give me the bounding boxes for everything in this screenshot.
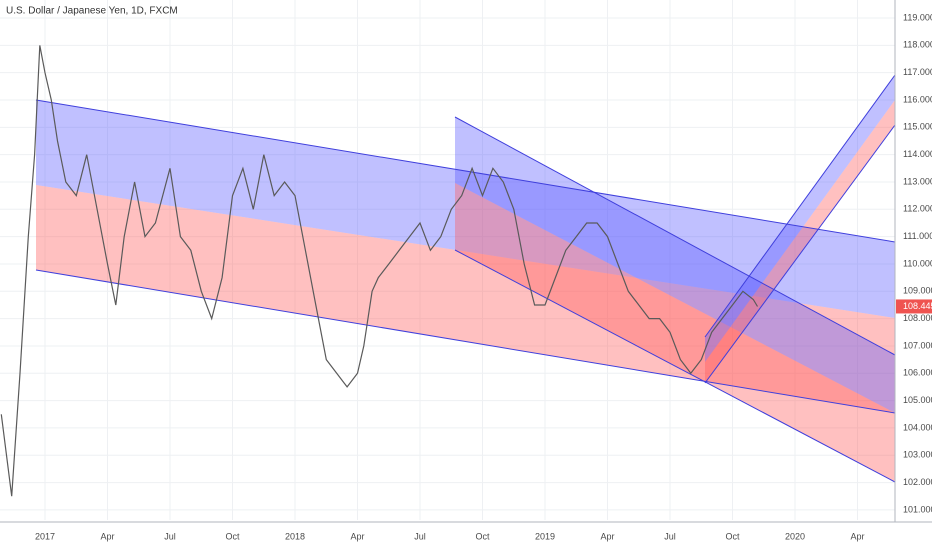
- x-tick-label: Oct: [725, 531, 740, 541]
- x-tick-label: Apr: [850, 531, 864, 541]
- channel-upper-band: [455, 117, 895, 413]
- y-tick-label: 114.000: [903, 149, 932, 159]
- x-tick-label: 2020: [785, 531, 805, 541]
- y-tick-label: 109.000: [903, 286, 932, 296]
- last-price-label: 108.445: [903, 301, 932, 311]
- y-tick-label: 105.000: [903, 395, 932, 405]
- y-tick-label: 115.000: [903, 122, 932, 132]
- channel-lower-band: [705, 100, 895, 383]
- x-tick-label: Oct: [225, 531, 240, 541]
- x-tick-label: Jul: [414, 531, 426, 541]
- x-tick-label: Oct: [475, 531, 490, 541]
- channel-lower-band: [36, 185, 895, 413]
- y-tick-label: 111.000: [903, 231, 932, 241]
- channel-line: [704, 124, 896, 384]
- y-tick-label: 110.000: [903, 258, 932, 268]
- channels: [35, 74, 896, 483]
- x-tick-label: Jul: [664, 531, 676, 541]
- chart-title: U.S. Dollar / Japanese Yen, 1D, FXCM: [6, 6, 178, 17]
- axes: 101.000 102.000 103.000 104.000 105.000 106.0…: [35, 12, 932, 541]
- last-price-marker: [896, 299, 932, 314]
- x-tick-label: Apr: [350, 531, 364, 541]
- y-tick-label: 117.000: [903, 67, 932, 77]
- time-axis: [0, 522, 932, 550]
- y-tick-label: 112.000: [903, 204, 932, 214]
- x-tick-label: Apr: [100, 531, 114, 541]
- x-tick-label: Jul: [164, 531, 176, 541]
- y-tick-label: 103.000: [903, 450, 932, 460]
- channel-lower-band: [455, 183, 895, 482]
- channel-upper-band: [705, 75, 895, 362]
- x-tick-label: 2018: [285, 531, 305, 541]
- y-tick-label: 101.000: [903, 504, 932, 514]
- y-tick-label: 118.000: [903, 40, 932, 50]
- channel-line: [35, 269, 896, 414]
- y-tick-label: 102.000: [903, 477, 932, 487]
- channel-line: [454, 116, 896, 356]
- price-series: [0, 45, 759, 497]
- x-tick-label: 2017: [35, 531, 55, 541]
- price-axis: [895, 0, 932, 550]
- channel-line: [704, 74, 896, 338]
- y-tick-label: 104.000: [903, 422, 932, 432]
- channel-line: [35, 99, 896, 243]
- y-tick-label: 116.000: [903, 94, 932, 104]
- price-line: [0, 45, 759, 497]
- y-tick-label: 108.000: [903, 313, 932, 323]
- x-tick-label: 2019: [535, 531, 555, 541]
- x-tick-label: Apr: [600, 531, 614, 541]
- grid: [0, 0, 895, 520]
- channel-upper-band: [36, 100, 895, 318]
- y-tick-label: 106.000: [903, 368, 932, 378]
- y-tick-label: 119.000: [903, 12, 932, 22]
- y-tick-label: 113.000: [903, 176, 932, 186]
- y-tick-label: 107.000: [903, 340, 932, 350]
- channel-line: [454, 249, 896, 483]
